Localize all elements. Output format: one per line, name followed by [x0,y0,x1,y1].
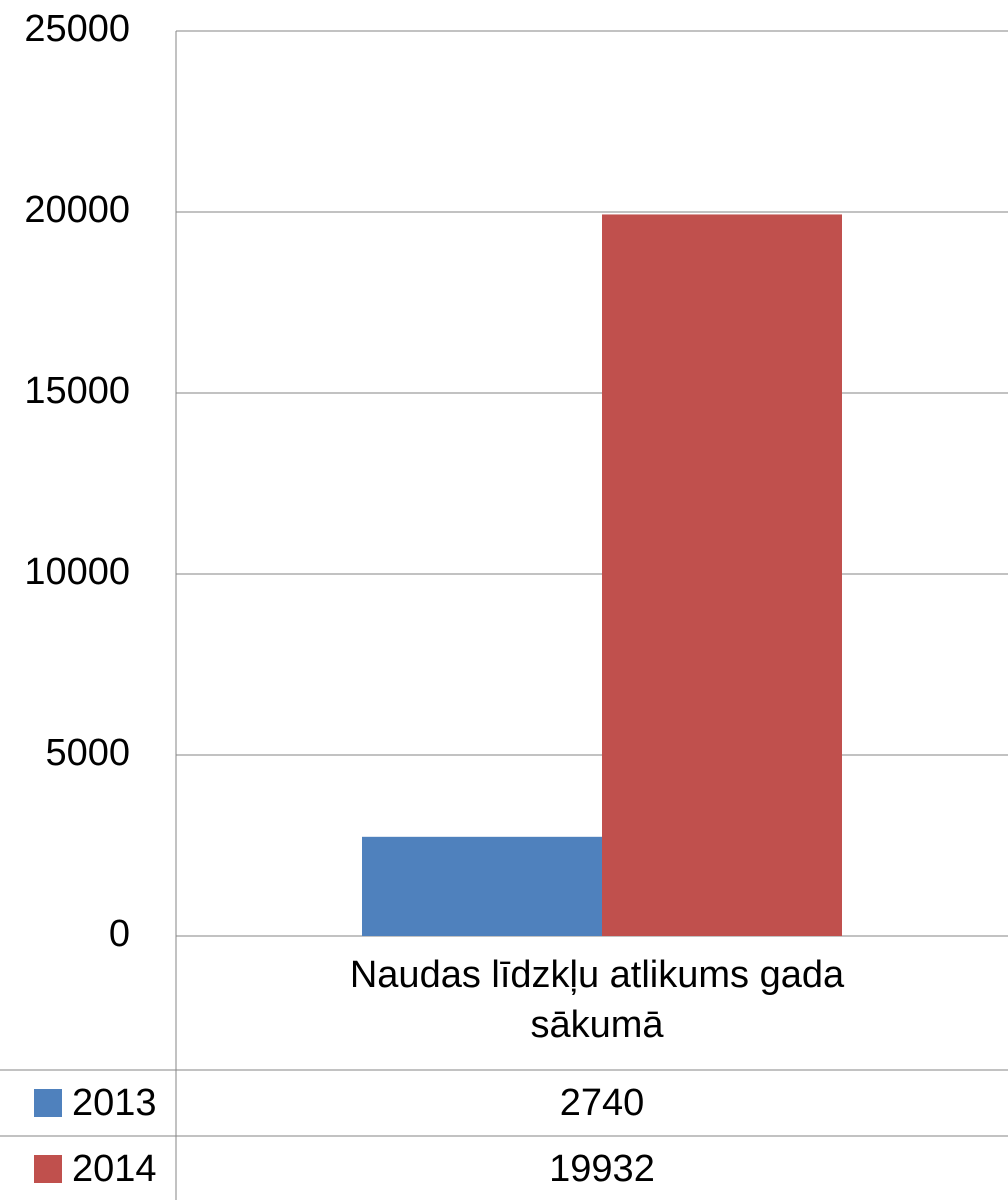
y-tick-label: 10000 [24,551,130,593]
y-tick-label: 15000 [24,370,130,412]
table-value: 19932 [549,1148,655,1190]
legend-label: 2014 [72,1148,157,1190]
bar [362,836,602,936]
x-tick-label: Naudas līdzkļu atlikums gada sākumā [349,954,845,1046]
bar [602,214,842,936]
y-tick-label: 5000 [45,732,130,774]
y-tick-label: 25000 [24,8,130,50]
legend-swatch [34,1155,62,1183]
legend-swatch [34,1089,62,1117]
legend-label: 2013 [72,1082,157,1124]
table-value: 2740 [560,1082,645,1124]
y-tick-label: 20000 [24,189,130,231]
y-tick-label: 0 [109,913,130,955]
